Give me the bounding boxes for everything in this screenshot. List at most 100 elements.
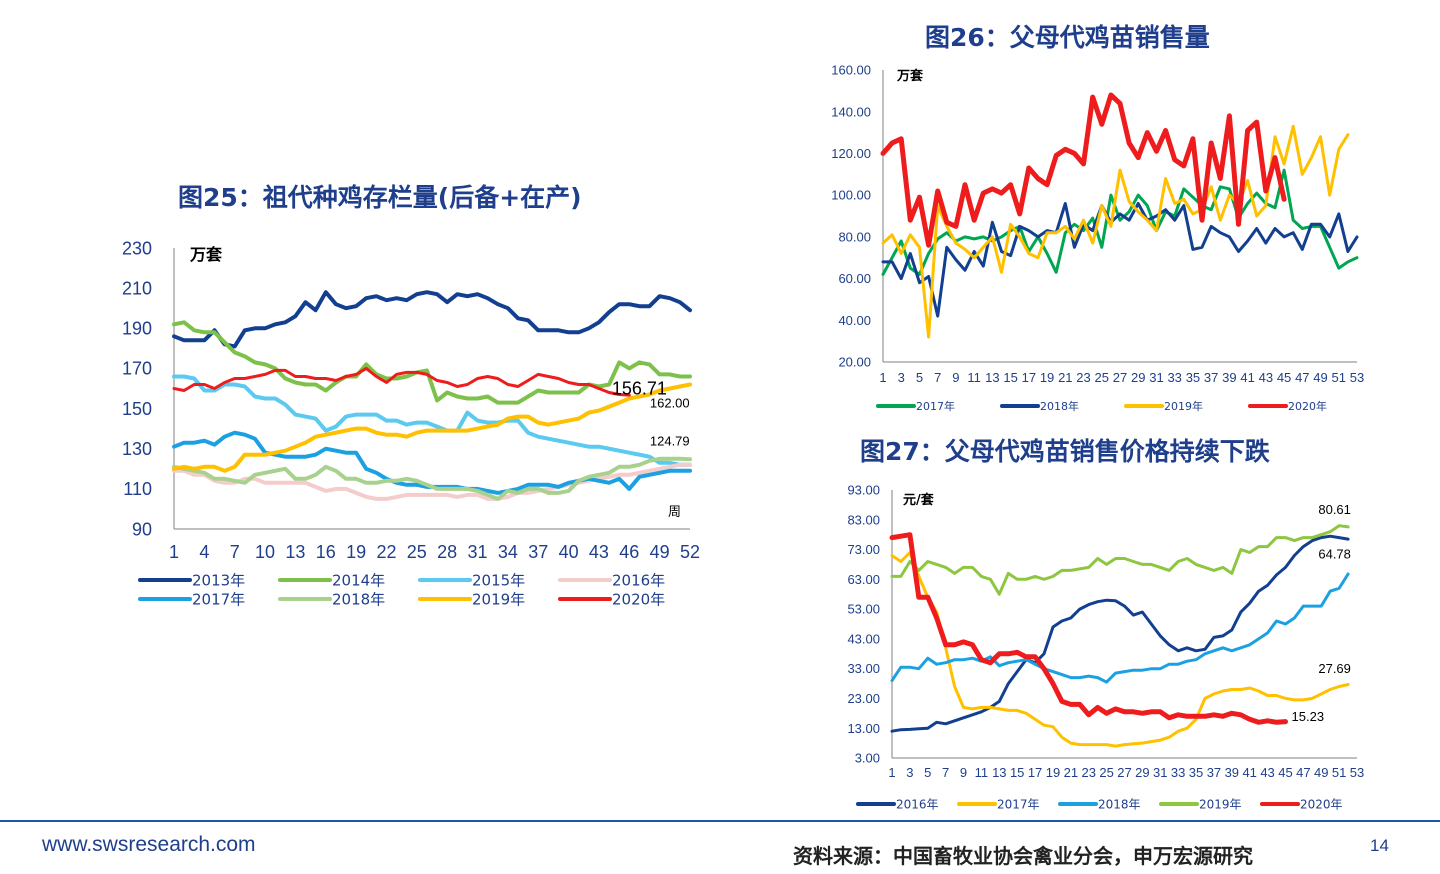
fig27-legend-label: 2019年 xyxy=(1199,797,1242,811)
fig26-x-tick-label: 41 xyxy=(1240,370,1254,385)
fig27-title: 图27：父母代鸡苗销售价格持续下跌 xyxy=(860,437,1270,466)
fig26-series-line-3 xyxy=(880,92,1287,248)
fig25-legend-label: 2017年 xyxy=(192,591,245,609)
fig27-x-tick-label: 35 xyxy=(1189,765,1203,780)
fig26-x-tick-label: 3 xyxy=(898,370,905,385)
fig27-y-tick-label: 53.00 xyxy=(847,602,880,617)
fig26-x-tick-label: 35 xyxy=(1186,370,1200,385)
fig27-data-label: 15.23 xyxy=(1292,709,1325,724)
fig27-y-tick-label: 23.00 xyxy=(847,691,880,706)
fig27-series-line-2 xyxy=(890,572,1350,684)
fig27-x-tick-label: 41 xyxy=(1242,765,1256,780)
fig25-x-tick-label: 43 xyxy=(589,542,609,562)
fig27-legend-label: 2016年 xyxy=(896,797,939,811)
fig27-x-tick-label: 33 xyxy=(1171,765,1185,780)
fig26-y-tick-label: 160.00 xyxy=(831,63,871,78)
fig25-x-tick-label: 19 xyxy=(346,542,366,562)
fig27-x-tick-label: 15 xyxy=(1010,765,1024,780)
fig25-y-tick-label: 210 xyxy=(122,278,152,298)
fig25-series-line-3 xyxy=(172,462,692,501)
fig27-y-tick-label: 93.00 xyxy=(847,483,880,498)
fig25-title: 图25：祖代种鸡存栏量(后备+在产) xyxy=(178,183,582,212)
fig25-series-line-0 xyxy=(172,290,692,349)
fig26-x-tick-label: 21 xyxy=(1058,370,1072,385)
fig26-x-tick-label: 1 xyxy=(879,370,886,385)
page-number: 14 xyxy=(1370,836,1389,855)
fig27-x-tick-label: 25 xyxy=(1099,765,1113,780)
fig27-x-tick-label: 39 xyxy=(1225,765,1239,780)
fig25-x-tick-label: 25 xyxy=(407,542,427,562)
fig25-y-tick-label: 90 xyxy=(132,519,152,539)
fig25-series-line-4 xyxy=(172,430,692,495)
fig26-x-tick-label: 23 xyxy=(1076,370,1090,385)
footer-source: 资料来源：中国畜牧业协会禽业分会，申万宏源研究 xyxy=(793,844,1253,868)
fig25-legend-label: 2015年 xyxy=(472,572,525,590)
fig25-x-tick-label: 37 xyxy=(528,542,548,562)
fig25-legend-label: 2018年 xyxy=(332,591,385,609)
fig26-legend: 2017年 2018年 2019年 2020年 xyxy=(876,399,1327,413)
footer-url[interactable]: www.swsresearch.com xyxy=(42,833,256,856)
fig25-x-tick-label: 28 xyxy=(437,542,457,562)
fig26-x-tick-label: 27 xyxy=(1113,370,1127,385)
fig26-x-tick-label: 13 xyxy=(985,370,999,385)
fig25-x-tick-label: 31 xyxy=(468,542,488,562)
fig26-x-tick-label: 15 xyxy=(1003,370,1017,385)
fig25-y-tick-label: 190 xyxy=(122,319,152,339)
fig25-series-line-5 xyxy=(172,456,692,501)
fig25-x-axis-label: 周 xyxy=(668,505,681,520)
fig25-x-tick-label: 34 xyxy=(498,542,518,562)
fig27-x-tick-label: 1 xyxy=(888,765,895,780)
fig27-series-line-4 xyxy=(889,532,1288,725)
fig27-y-tick-label: 33.00 xyxy=(847,661,880,676)
fig26-title: 图26：父母代鸡苗销售量 xyxy=(925,23,1210,52)
fig27-x-tick-label: 11 xyxy=(975,765,989,780)
fig27-x-tick-label: 43 xyxy=(1260,765,1274,780)
fig27-y-tick-label: 3.00 xyxy=(855,751,880,766)
fig26-x-tick-label: 9 xyxy=(952,370,959,385)
fig25-series-line-2 xyxy=(172,374,692,467)
fig25-data-label: 162.00 xyxy=(650,396,690,411)
fig27-data-label: 64.78 xyxy=(1318,546,1351,561)
fig25-x-tick-label: 46 xyxy=(619,542,639,562)
fig25-y-axis-label: 万套 xyxy=(189,245,223,264)
fig26-x-tick-label: 25 xyxy=(1095,370,1109,385)
fig25-x-tick-label: 16 xyxy=(316,542,336,562)
fig25-y-tick-label: 150 xyxy=(122,399,152,419)
fig26-y-tick-label: 40.00 xyxy=(838,313,871,328)
fig27-legend: 2016年 2017年 2018年 2019年 2020年 xyxy=(856,797,1343,811)
fig27-x-tick-label: 27 xyxy=(1117,765,1131,780)
fig27-x-tick-label: 5 xyxy=(924,765,931,780)
fig27-x-tick-label: 31 xyxy=(1153,765,1167,780)
fig26-legend-label: 2017年 xyxy=(916,399,955,413)
fig27-series-line-3 xyxy=(890,524,1350,596)
fig26-x-tick-label: 45 xyxy=(1277,370,1291,385)
fig26-series-line-1 xyxy=(881,202,1359,318)
fig25-y-tick-label: 230 xyxy=(122,238,152,258)
fig25-series-line-7 xyxy=(172,366,631,397)
fig26-y-tick-label: 140.00 xyxy=(831,104,871,119)
fig26-y-axis-label: 万套 xyxy=(896,68,924,84)
fig26-x-tick-label: 29 xyxy=(1131,370,1145,385)
fig25-legend-label: 2014年 xyxy=(332,572,385,590)
fig25-legend-label: 2013年 xyxy=(192,572,245,590)
fig27-legend-label: 2018年 xyxy=(1098,797,1141,811)
fig27-x-tick-label: 13 xyxy=(992,765,1006,780)
fig27-y-tick-label: 73.00 xyxy=(847,542,880,557)
fig26-x-tick-label: 33 xyxy=(1167,370,1181,385)
fig27-chart: 3.00 13.00 23.00 33.00 43.00 53.00 63.00 73.00 8… xyxy=(847,483,1364,812)
fig27-series-line-1 xyxy=(890,551,1350,748)
fig27-x-tick-label: 23 xyxy=(1081,765,1095,780)
fig27-x-tick-label: 3 xyxy=(906,765,913,780)
fig25-y-tick-label: 110 xyxy=(123,479,152,499)
fig27-y-tick-label: 63.00 xyxy=(847,572,880,587)
fig25-x-tick-label: 22 xyxy=(376,542,396,562)
fig26-x-tick-label: 43 xyxy=(1259,370,1273,385)
fig26-x-tick-label: 7 xyxy=(934,370,941,385)
fig27-series-line-0 xyxy=(890,534,1350,733)
fig25-x-tick-label: 13 xyxy=(285,542,305,562)
fig25-x-tick-label: 49 xyxy=(650,542,670,562)
fig26-chart: 20.00 40.00 60.00 80.00 100.00 120.00 140.00 16… xyxy=(831,63,1364,414)
fig26-legend-label: 2020年 xyxy=(1288,399,1327,413)
fig27-x-tick-label: 45 xyxy=(1278,765,1292,780)
fig27-x-tick-label: 21 xyxy=(1064,765,1078,780)
